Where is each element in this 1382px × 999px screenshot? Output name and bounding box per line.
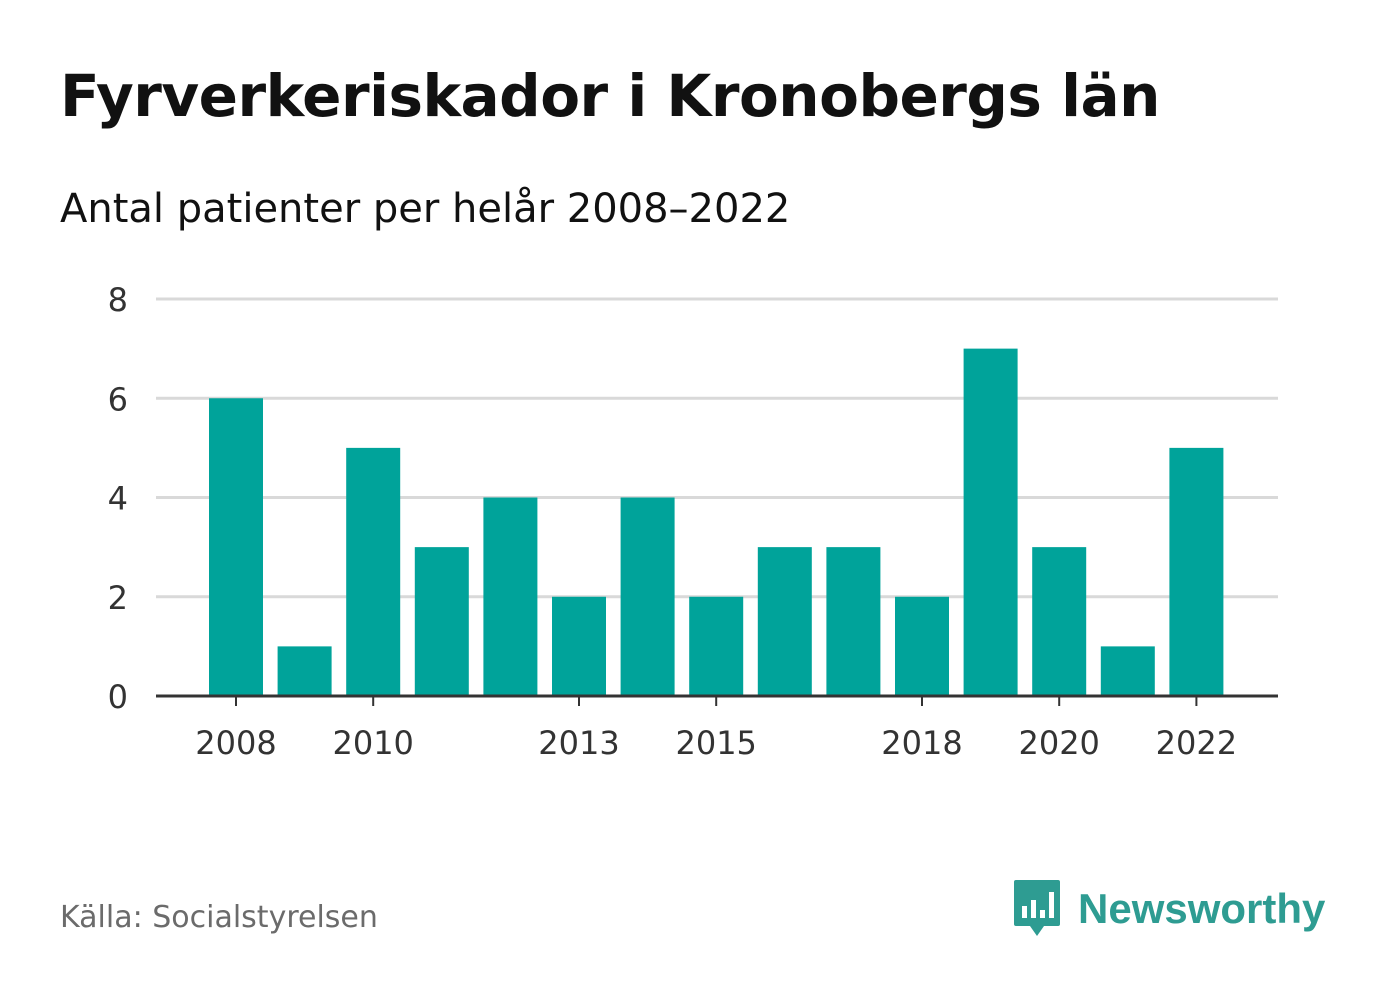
bar-2018 (895, 596, 949, 696)
bar-2017 (826, 547, 881, 696)
chart-title: Fyrverkeriskador i Kronobergs län (60, 62, 1160, 130)
x-tick-label: 2010 (332, 724, 413, 762)
x-tick-label: 2015 (675, 724, 756, 762)
x-tick-label: 2013 (538, 724, 619, 762)
y-tick-label: 0 (108, 678, 128, 716)
source-note: Källa: Socialstyrelsen (60, 900, 378, 935)
y-tick-label: 6 (108, 380, 128, 418)
bar-2021 (1100, 646, 1155, 696)
x-tick-label: 2022 (1156, 724, 1237, 762)
axes: 0 2 4 6 8 2008 2010 2013 2015 2018 2020 2022 (108, 281, 1278, 762)
x-tick-label: 2020 (1018, 724, 1099, 762)
y-tick-label: 8 (108, 281, 128, 319)
bar-2015 (689, 596, 744, 696)
bar-2011 (414, 547, 469, 696)
y-tick-label: 2 (108, 579, 128, 617)
gridlines (156, 297, 1278, 599)
chart-subtitle: Antal patienter per helår 2008–2022 (60, 186, 791, 232)
bar-chart-speech-bubble-icon (1014, 880, 1060, 936)
bar-2010 (346, 447, 401, 696)
bar-2022 (1169, 447, 1224, 696)
bar-2020 (1032, 547, 1087, 696)
brand-logo: Newsworthy (1012, 878, 1325, 940)
bar-2019 (963, 348, 1018, 696)
bars (209, 348, 1224, 696)
y-tick-label: 4 (108, 480, 128, 518)
brand-name: Newsworthy (1078, 885, 1326, 932)
x-tick-label: 2018 (881, 724, 962, 762)
bar-2008 (209, 398, 263, 696)
bar-2012 (483, 497, 538, 696)
bar-2014 (620, 497, 675, 696)
bar-2009 (277, 646, 332, 696)
x-tick-label: 2008 (195, 724, 276, 762)
bar-2013 (552, 596, 606, 696)
bar-2016 (757, 547, 812, 696)
